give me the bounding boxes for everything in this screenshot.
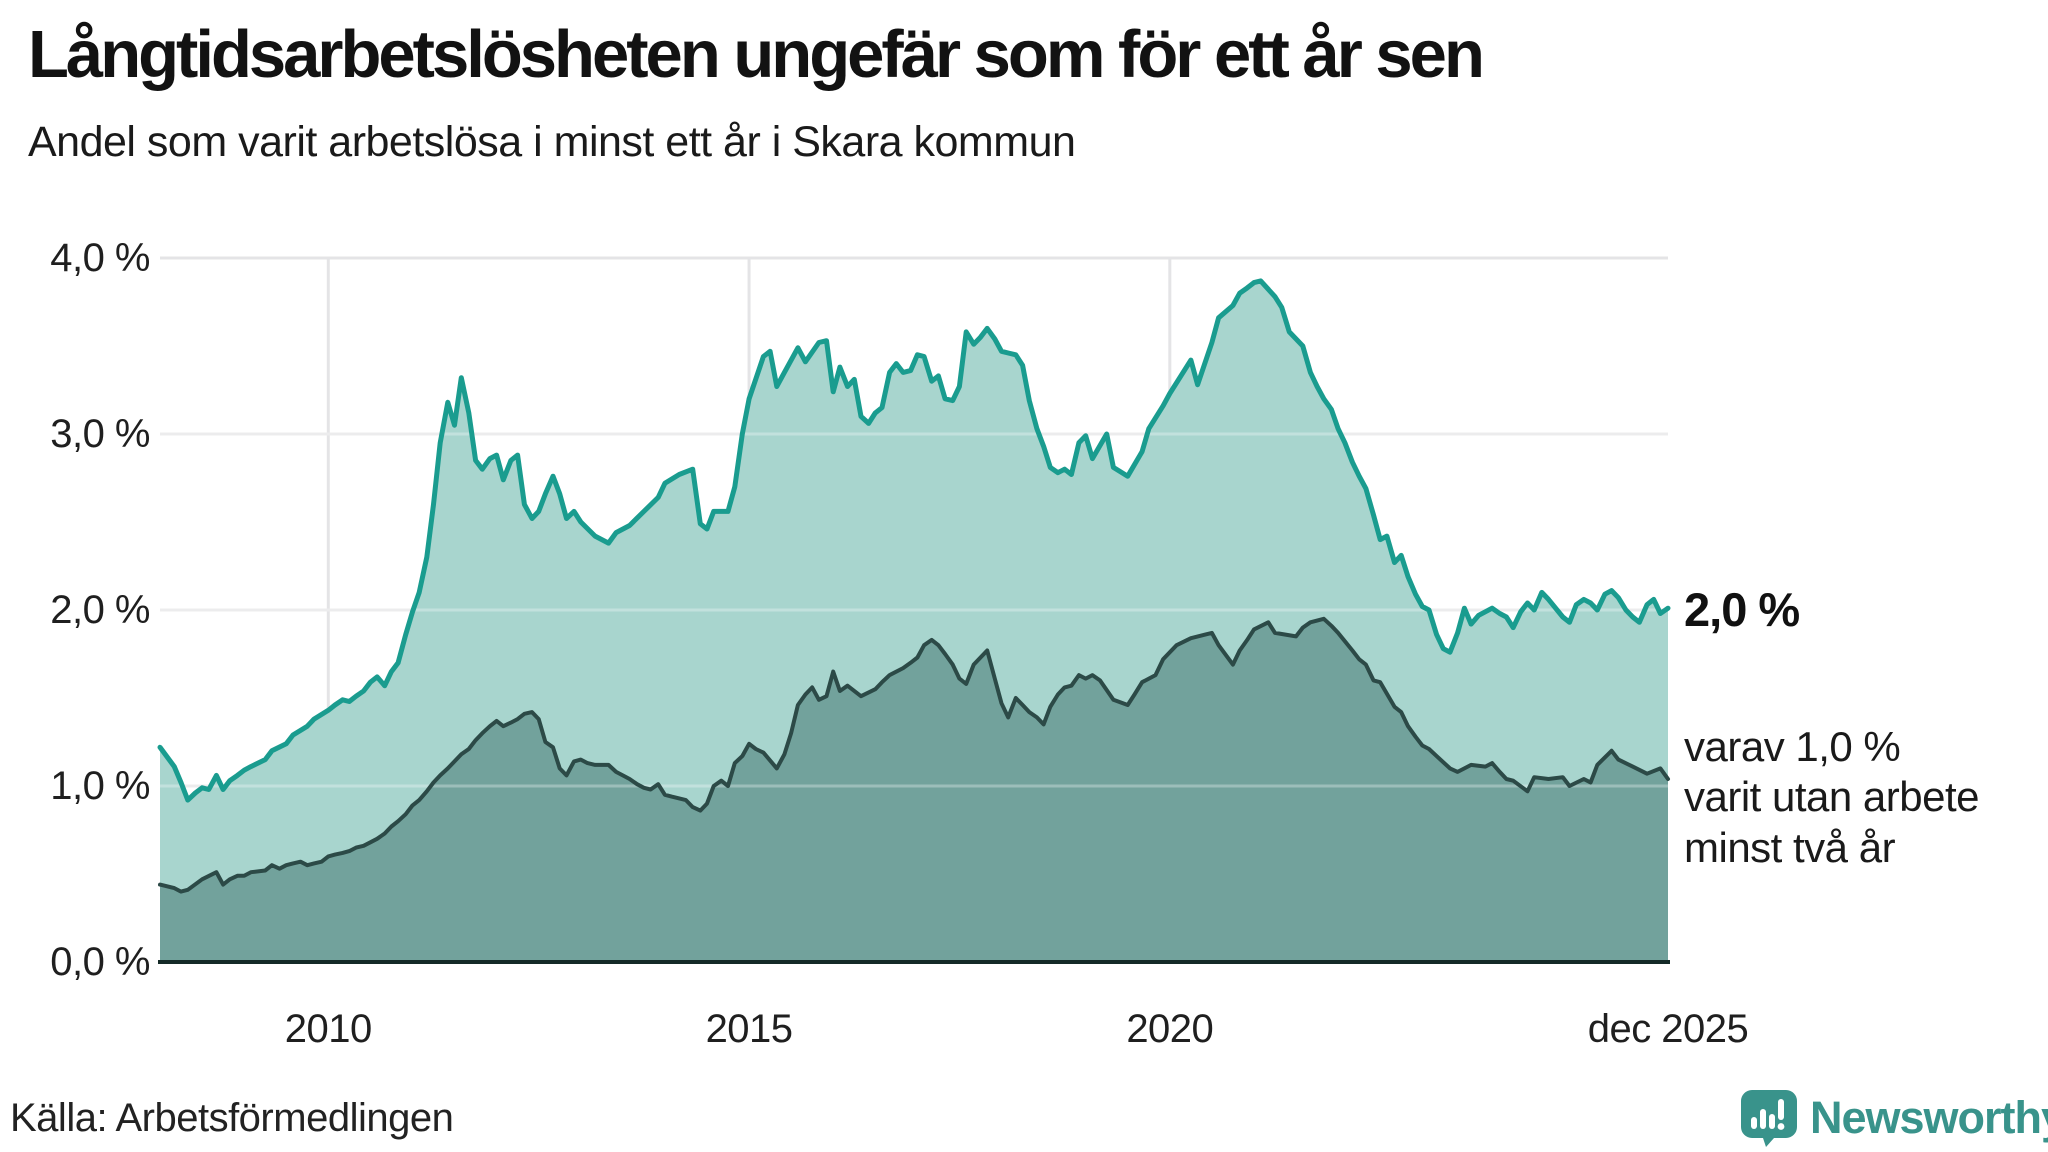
y-axis-tick-label: 2,0 %: [50, 588, 150, 632]
bar-2: [1760, 1109, 1766, 1129]
y-axis-tick-label: 3,0 %: [50, 412, 150, 456]
series1-line: [157, 278, 1671, 803]
series2-line: [158, 616, 1670, 894]
series-lines: [157, 278, 1671, 894]
page-title: Långtidsarbetslösheten ungefär som för e…: [28, 17, 1485, 92]
y-axis-tick-label: 0,0 %: [50, 940, 150, 984]
x-axis-tick-label: 2010: [284, 1007, 372, 1051]
newsworthy-wordmark: Newsworthy: [1810, 1092, 2048, 1143]
exclamation-stem: [1778, 1099, 1784, 1120]
secondary-series-label: varav 1,0 % varit utan arbete minst två …: [1684, 722, 1980, 873]
latest-value-label: 2,0 %: [1684, 583, 1800, 636]
bar-3: [1769, 1114, 1775, 1129]
exclamation-dot: [1777, 1123, 1785, 1130]
series2-area: [160, 618, 1668, 962]
newsworthy-logo-icon: [1741, 1090, 1797, 1147]
y-axis-tick-label: 4,0 %: [50, 236, 150, 280]
secondary-label-line3: minst två år: [1684, 823, 1896, 871]
x-axis-tick-label: dec 2025: [1587, 1007, 1749, 1051]
bar-1: [1751, 1117, 1757, 1129]
chart-subtitle: Andel som varit arbetslösa i minst ett å…: [28, 118, 1076, 166]
secondary-label-line2: varit utan arbete: [1684, 773, 1980, 821]
source-caption: Källa: Arbetsförmedlingen: [10, 1096, 454, 1140]
x-axis-tick-label: 2015: [705, 1007, 793, 1051]
secondary-label-line1: varav 1,0 %: [1684, 723, 1901, 770]
x-axis-tick-label: 2020: [1126, 1007, 1214, 1051]
series-fills: [160, 280, 1668, 962]
newsworthy-logo: Newsworthy: [1740, 1089, 2048, 1147]
y-axis-tick-label: 1,0 %: [50, 764, 150, 808]
